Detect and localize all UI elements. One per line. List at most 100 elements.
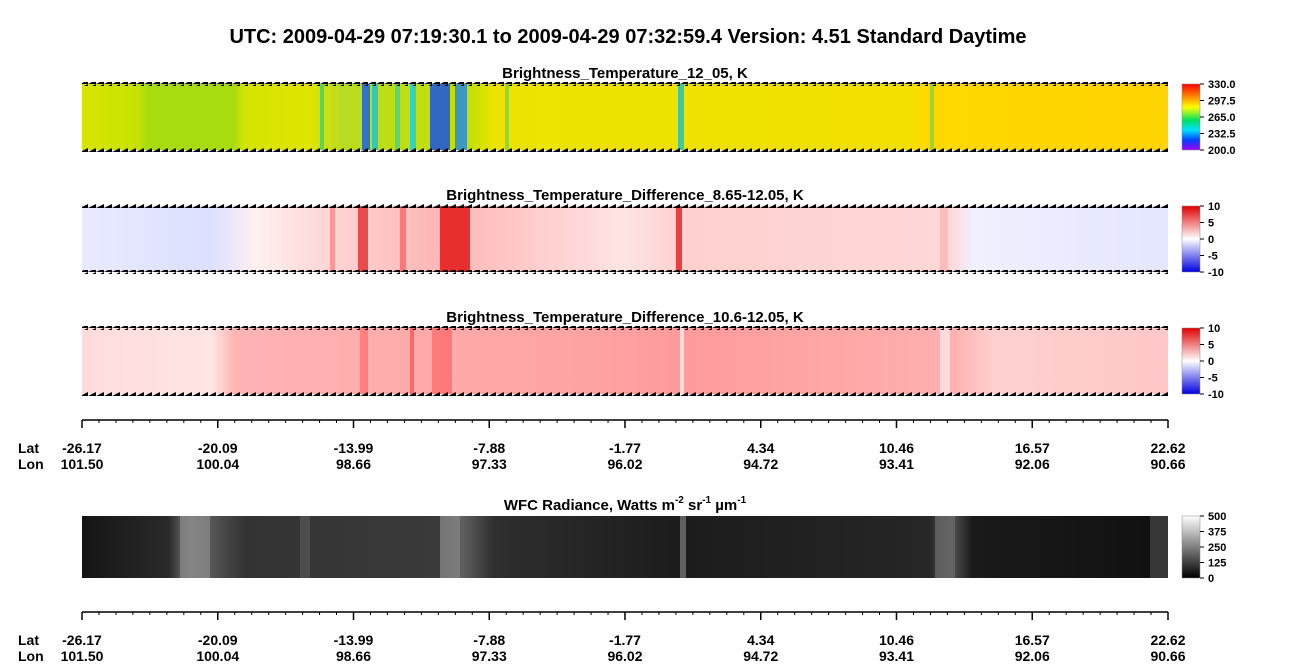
cloud-streak (1150, 516, 1168, 578)
cloud-streak (395, 84, 400, 150)
lon-label: 92.06 (1015, 456, 1050, 472)
swath-edge (82, 392, 1168, 396)
lat-label: 22.62 (1150, 632, 1185, 648)
lon-label: 100.04 (196, 648, 239, 664)
colorbar-label: -10 (1208, 267, 1224, 279)
swath-edge (82, 82, 1168, 86)
lat-label: -20.09 (198, 440, 238, 456)
cloud-streak (432, 328, 452, 394)
cloud-streak (330, 206, 335, 272)
swath-edge (82, 326, 1168, 330)
panel-title: Brightness_Temperature_Difference_8.65-1… (446, 187, 804, 204)
swath-edge (82, 204, 1168, 208)
colorbar-label: 500 (1208, 511, 1226, 523)
image-strip (82, 328, 1168, 394)
lon-label: 96.02 (607, 648, 642, 664)
lon-label: 93.41 (879, 648, 914, 664)
page-title: UTC: 2009-04-29 07:19:30.1 to 2009-04-29… (229, 26, 1026, 48)
cloud-streak (320, 84, 324, 150)
lon-label: 98.66 (336, 648, 371, 664)
colorbar-label: 0 (1208, 573, 1214, 585)
cloud-streak (455, 84, 467, 150)
lat-label: -20.09 (198, 632, 238, 648)
cloud-streak (400, 206, 406, 272)
lon-label: 92.06 (1015, 648, 1050, 664)
lat-label: 22.62 (1150, 440, 1185, 456)
lon-label: 101.50 (61, 648, 104, 664)
colorbar-label: -5 (1208, 251, 1218, 263)
colorbar-label: 250 (1208, 542, 1226, 554)
lon-label: 101.50 (61, 456, 104, 472)
lat-label: -26.17 (62, 440, 102, 456)
colorbar-label: 0 (1208, 356, 1214, 368)
lon-label: 97.33 (472, 456, 507, 472)
lat-label: -26.17 (62, 632, 102, 648)
lat-label: 4.34 (747, 440, 774, 456)
colorbar-label: 5 (1208, 218, 1214, 230)
panel-title: Brightness_Temperature_12_05, K (502, 65, 748, 82)
lon-label: 94.72 (743, 456, 778, 472)
panel: 500 375 250 125 0 (82, 511, 1226, 585)
cloud-streak (362, 84, 370, 150)
cloud-streak (430, 84, 450, 150)
lon-header: Lon (18, 648, 44, 664)
colorbar (1181, 83, 1201, 151)
lon-label: 96.02 (607, 456, 642, 472)
cloud-streak (935, 516, 955, 578)
colorbar-label: 265.0 (1208, 112, 1236, 124)
cloud-streak (940, 206, 948, 272)
swath-edge (82, 148, 1168, 152)
cloud-streak (410, 328, 414, 394)
colorbar-label: 200.0 (1208, 145, 1236, 157)
lat-label: -13.99 (334, 440, 374, 456)
cloud-streak (505, 84, 509, 150)
lon-header: Lon (18, 456, 44, 472)
cloud-streak (678, 84, 684, 150)
colorbar-label: -10 (1208, 389, 1224, 401)
colorbar-label: 330.0 (1208, 79, 1236, 91)
lat-label: 10.46 (879, 440, 914, 456)
colorbar-label: 232.5 (1208, 129, 1236, 141)
image-strip (82, 84, 1168, 150)
colorbar (1181, 327, 1201, 395)
swath-edge (82, 270, 1168, 274)
colorbar-label: 5 (1208, 340, 1214, 352)
lon-label: 97.33 (472, 648, 507, 664)
lat-header: Lat (18, 440, 39, 456)
lon-label: 93.41 (879, 456, 914, 472)
cloud-streak (410, 84, 416, 150)
cloud-streak (358, 206, 368, 272)
panel-title: WFC Radiance, Watts m-2 sr-1 µm-1 (504, 495, 747, 514)
image-strips: Brightness_Temperature_12_05, K 330.0 297.… (82, 65, 1236, 585)
cloud-streak (360, 328, 368, 394)
colorbar-label: 375 (1208, 527, 1226, 539)
colorbar-label: 297.5 (1208, 96, 1236, 108)
cloud-streak (300, 516, 310, 578)
colorbar-label: 125 (1208, 558, 1226, 570)
lon-label: 100.04 (196, 456, 239, 472)
lat-label: -7.88 (473, 632, 505, 648)
lat-label: 4.34 (747, 632, 774, 648)
lon-label: 94.72 (743, 648, 778, 664)
panel: Brightness_Temperature_12_05, K 330.0 297.… (82, 65, 1236, 157)
cloud-streak (680, 516, 686, 578)
image-strip (82, 206, 1168, 272)
cloud-streak (440, 206, 470, 272)
cloud-streak (372, 84, 378, 150)
lat-label: -1.77 (609, 440, 641, 456)
panel-title: Brightness_Temperature_Difference_10.6-1… (446, 309, 804, 326)
cloud-streak (940, 328, 950, 394)
cloud-streak (930, 84, 934, 150)
lat-label: -1.77 (609, 632, 641, 648)
lon-label: 98.66 (336, 456, 371, 472)
colorbar-label: 10 (1208, 201, 1220, 213)
lat-label: -13.99 (334, 632, 374, 648)
lat-label: 10.46 (879, 632, 914, 648)
image-strip (82, 516, 1168, 578)
lat-header: Lat (18, 632, 39, 648)
colorbar-label: 10 (1208, 323, 1220, 335)
lon-label: 90.66 (1150, 648, 1185, 664)
